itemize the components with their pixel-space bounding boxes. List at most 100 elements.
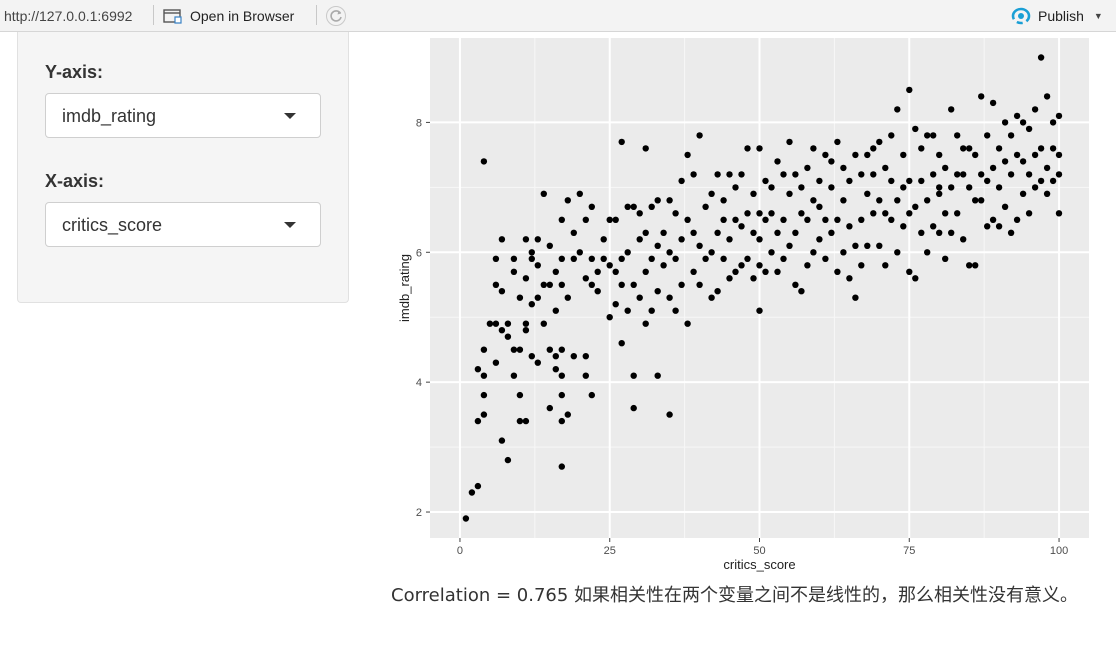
data-point <box>726 171 732 177</box>
data-point <box>792 230 798 236</box>
data-point <box>487 321 493 327</box>
data-point <box>816 178 822 184</box>
data-point <box>511 256 517 262</box>
data-point <box>517 347 523 353</box>
data-point <box>960 171 966 177</box>
data-point <box>637 236 643 242</box>
data-point <box>511 269 517 275</box>
data-point <box>493 360 499 366</box>
data-point <box>1002 158 1008 164</box>
data-point <box>1014 217 1020 223</box>
data-point <box>720 256 726 262</box>
open-in-browser-button[interactable]: Open in Browser <box>163 5 294 27</box>
data-point <box>547 347 553 353</box>
data-point <box>1008 230 1014 236</box>
data-point <box>547 405 553 411</box>
data-point <box>499 327 505 333</box>
data-point <box>978 171 984 177</box>
data-point <box>960 236 966 242</box>
data-point <box>607 314 613 320</box>
data-point <box>547 243 553 249</box>
x-axis-select[interactable]: critics_score <box>45 202 321 247</box>
data-point <box>774 230 780 236</box>
data-point <box>499 236 505 242</box>
data-point <box>649 204 655 210</box>
data-point <box>750 275 756 281</box>
data-point <box>966 262 972 268</box>
data-point <box>702 204 708 210</box>
data-point <box>607 217 613 223</box>
data-point <box>1014 152 1020 158</box>
url-display: http://127.0.0.1:6992 <box>4 8 132 24</box>
data-point <box>912 275 918 281</box>
data-point <box>828 158 834 164</box>
data-point <box>696 243 702 249</box>
data-point <box>858 262 864 268</box>
data-point <box>852 295 858 301</box>
data-point <box>631 282 637 288</box>
data-point <box>918 178 924 184</box>
data-point <box>828 184 834 190</box>
data-point <box>493 321 499 327</box>
data-point <box>1008 132 1014 138</box>
toolbar-divider <box>316 5 317 25</box>
data-point <box>936 191 942 197</box>
data-point <box>469 489 475 495</box>
data-point <box>732 184 738 190</box>
data-point <box>750 191 756 197</box>
data-point <box>894 249 900 255</box>
data-point <box>649 308 655 314</box>
data-point <box>1032 152 1038 158</box>
data-point <box>750 230 756 236</box>
data-point <box>1026 171 1032 177</box>
data-point <box>924 197 930 203</box>
data-point <box>499 288 505 294</box>
data-point <box>936 184 942 190</box>
correlation-caption: Correlation = 0.765 如果相关性在两个变量之间不是线性的，那么… <box>391 582 1081 610</box>
data-point <box>786 191 792 197</box>
data-point <box>619 340 625 346</box>
caret-down-icon <box>284 222 296 228</box>
data-point <box>984 223 990 229</box>
data-point <box>577 249 583 255</box>
data-point <box>577 191 583 197</box>
data-point <box>571 256 577 262</box>
data-point <box>523 418 529 424</box>
y-axis-select[interactable]: imdb_rating <box>45 93 321 138</box>
publish-label: Publish <box>1038 8 1084 24</box>
data-point <box>1044 93 1050 99</box>
data-point <box>690 230 696 236</box>
data-point <box>780 256 786 262</box>
data-point <box>864 152 870 158</box>
data-point <box>768 249 774 255</box>
data-point <box>894 106 900 112</box>
data-point <box>930 171 936 177</box>
data-point <box>762 269 768 275</box>
refresh-button[interactable] <box>325 5 347 32</box>
data-point <box>726 236 732 242</box>
data-point <box>990 217 996 223</box>
data-point <box>589 256 595 262</box>
data-point <box>918 145 924 151</box>
y-tick-label: 8 <box>416 117 422 129</box>
data-point <box>541 282 547 288</box>
data-point <box>846 178 852 184</box>
data-point <box>1002 119 1008 125</box>
data-point <box>541 191 547 197</box>
data-point <box>1008 171 1014 177</box>
data-point <box>666 411 672 417</box>
publish-button[interactable]: Publish ▼ <box>1010 5 1103 27</box>
data-point <box>798 184 804 190</box>
data-point <box>990 100 996 106</box>
data-point <box>660 262 666 268</box>
data-point <box>643 321 649 327</box>
data-point <box>756 236 762 242</box>
data-point <box>553 366 559 372</box>
data-point <box>505 321 511 327</box>
data-point <box>708 249 714 255</box>
chevron-down-icon[interactable]: ▼ <box>1094 11 1103 21</box>
data-point <box>924 249 930 255</box>
x-tick-label: 25 <box>604 545 616 557</box>
data-point <box>481 158 487 164</box>
data-point <box>690 171 696 177</box>
